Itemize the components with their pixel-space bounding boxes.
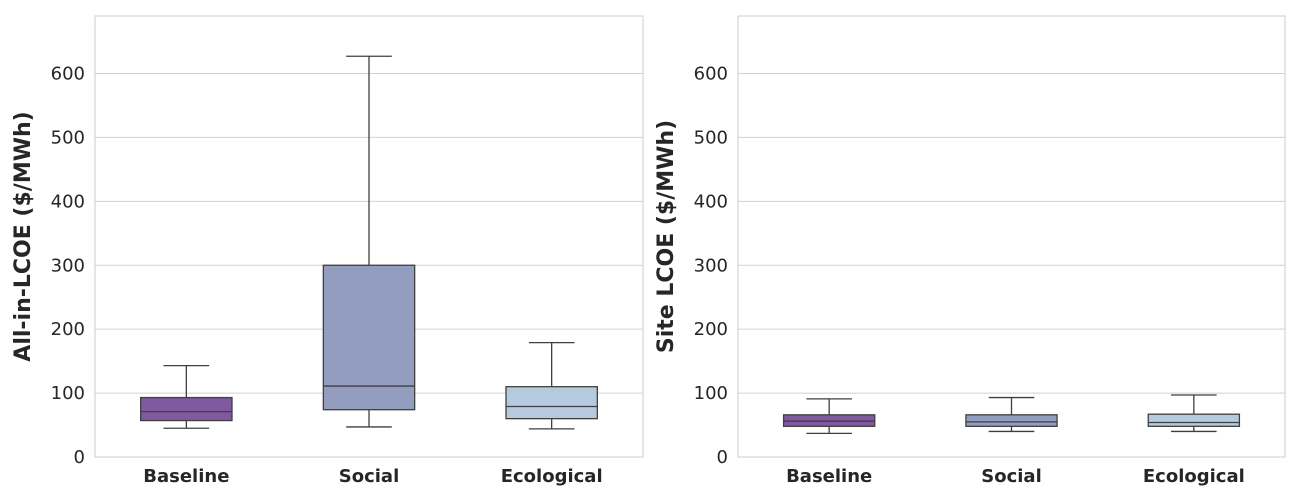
panel-all-in-lcoe: 0 100 200 300 400 500 600 Baseline Social Ecologi… [11, 15, 644, 487]
panel-site-lcoe: 0 100 200 300 400 500 600 Baseline Social Ecologi… [654, 15, 1286, 487]
x-category-label: Social [339, 466, 400, 487]
box-ecological [1147, 394, 1241, 433]
y-tick-label: 100 [694, 383, 728, 404]
y-tick-label: 600 [51, 64, 85, 85]
y-tick-label: 400 [694, 191, 728, 212]
y-tick-label: 100 [51, 383, 85, 404]
y-tick-label: 0 [74, 447, 85, 468]
iqr-box [965, 414, 1058, 427]
y-tick-label: 0 [717, 447, 728, 468]
box-baseline [782, 398, 876, 435]
box-baseline [140, 364, 233, 429]
iqr-box [505, 386, 598, 420]
iqr-box [322, 264, 416, 411]
x-category-label: Ecological [501, 466, 603, 487]
y-tick-label: 500 [51, 127, 85, 148]
plot-frame [737, 15, 1286, 458]
iqr-box [1147, 413, 1241, 427]
y-axis-title: Site LCOE ($/MWh) [654, 120, 679, 353]
box-social [322, 55, 416, 428]
y-tick-label: 500 [694, 127, 728, 148]
x-category-label: Baseline [786, 466, 872, 487]
box-social [965, 396, 1058, 433]
box-ecological [505, 341, 598, 430]
iqr-box [140, 396, 233, 422]
y-tick-label: 400 [51, 191, 85, 212]
y-tick-label: 300 [51, 255, 85, 276]
y-tick-label: 200 [694, 319, 728, 340]
x-category-label: Social [981, 466, 1042, 487]
x-category-label: Ecological [1143, 466, 1245, 487]
y-tick-label: 600 [694, 64, 728, 85]
plot-frame [94, 15, 644, 458]
y-tick-label: 300 [694, 255, 728, 276]
y-axis-title: All-in-LCOE ($/MWh) [11, 111, 36, 361]
y-tick-label: 200 [51, 319, 85, 340]
x-category-label: Baseline [143, 466, 229, 487]
